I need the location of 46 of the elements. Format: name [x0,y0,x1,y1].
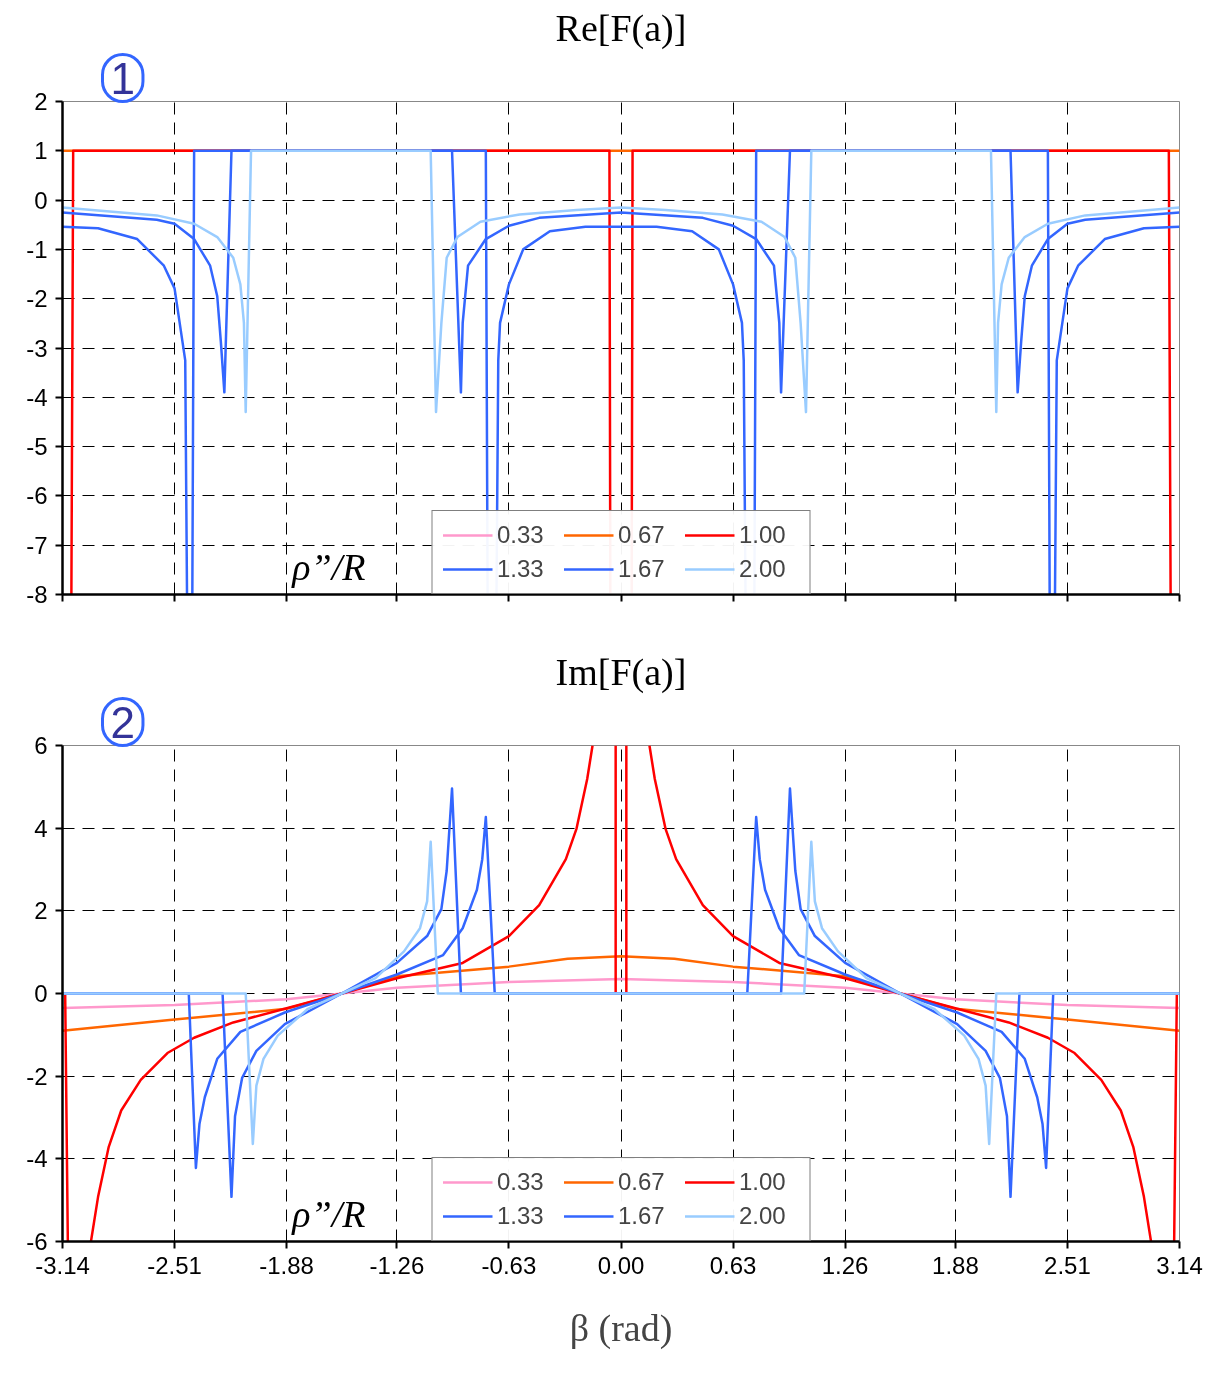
y-tick-label: -7 [26,531,48,559]
x-tick-label: -2.51 [147,1251,202,1279]
x-tick-label: -0.63 [481,1251,537,1279]
legend-label: 0.33 [497,1168,545,1196]
y-tick-label: -6 [26,482,48,510]
legend-label: 1.67 [618,555,666,583]
legend-label: 1.67 [618,1202,666,1230]
legend-label: 1.00 [739,1168,787,1196]
y-tick-label: 2 [34,897,48,925]
x-tick-label: -1.88 [259,1251,314,1279]
y-tick-label: -4 [26,383,48,411]
chart-title: Im[F(a)] [555,650,687,694]
y-tick-label: -2 [26,285,48,313]
x-tick-label: 1.88 [932,1251,979,1279]
x-tick-label: 3.14 [1156,1251,1203,1279]
y-tick-label: -8 [26,581,48,608]
y-tick-label: -5 [26,433,48,461]
y-tick-label: 0 [34,980,48,1007]
y-tick-label: -1 [26,235,48,263]
y-tick-label: 4 [34,814,48,842]
legend-label: 1.00 [739,521,787,549]
y-tick-label: -3 [26,334,48,362]
y-tick-label: 1 [34,137,48,165]
legend-label: 0.67 [618,521,666,549]
legend-label: 0.33 [497,521,545,549]
y-tick-label: 0 [34,186,48,214]
x-tick-label: 1.26 [821,1251,869,1279]
legend-label: 1.33 [497,555,545,583]
legend-label: 2.00 [739,555,787,583]
x-tick-label: 0.00 [597,1251,645,1279]
y-tick-label: -4 [26,1145,48,1173]
x-axis-title: β (rad) [569,1306,673,1350]
annotation: 1 [110,53,135,103]
chart-title: Re[F(a)] [555,6,687,50]
y-tick-label: 2 [34,88,48,115]
legend-label: 0.67 [618,1168,666,1196]
x-tick-label: -1.26 [369,1251,425,1279]
y-tick-label: -2 [26,1062,48,1090]
legend-title: ρ”/R [291,1192,366,1235]
y-tick-label: 6 [34,732,48,759]
x-tick-label: 2.51 [1044,1251,1091,1279]
legend-label: 2.00 [739,1202,787,1230]
x-tick-label: 0.63 [709,1251,757,1279]
annotation: 2 [110,697,135,747]
legend-label: 1.33 [497,1202,545,1230]
legend-title: ρ”/R [291,545,366,588]
